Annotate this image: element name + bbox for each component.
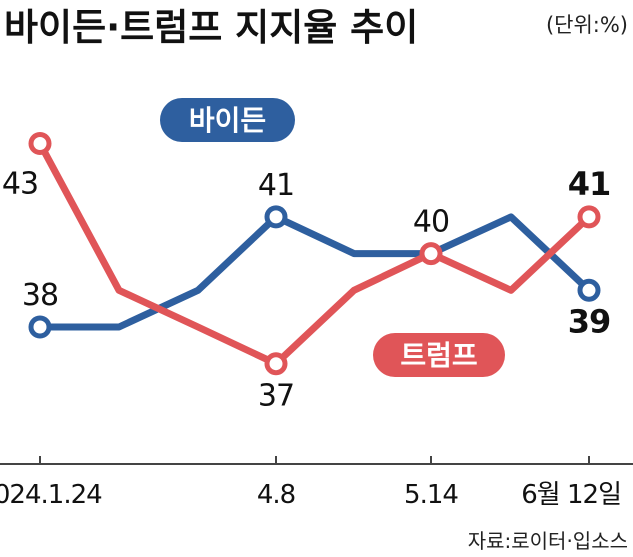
x-tick-label: 2024.1.24: [0, 480, 102, 510]
data-label-biden: 41: [258, 168, 294, 203]
series-line-biden: [40, 213, 592, 331]
data-point-trump: [419, 242, 443, 266]
data-label-trump: 40: [413, 205, 449, 240]
legend-pill-trump: [373, 333, 505, 377]
data-point-trump: [577, 205, 601, 229]
data-point-biden: [28, 315, 52, 339]
series-line-trump: [36, 141, 592, 368]
data-label-biden: 39: [568, 302, 611, 340]
chart-title: 바이든·트럼프 지지율 추이: [4, 6, 418, 49]
x-tick-label: 4.8: [257, 480, 295, 510]
data-point-trump: [264, 352, 288, 376]
data-label-biden: 38: [22, 278, 58, 313]
source-label: 자료:로이터·입소스: [468, 529, 628, 553]
data-label-trump: 37: [258, 379, 294, 414]
data-point-trump: [28, 132, 52, 155]
legend-label-trump: 트럼프: [400, 339, 477, 372]
data-label-trump: 43: [2, 167, 38, 202]
x-tick-label: 5.14: [404, 480, 458, 510]
legend-label-biden: 바이든: [189, 104, 266, 137]
x-tick-label: 6월 12일: [521, 480, 621, 510]
data-point-biden: [577, 278, 601, 302]
data-point-biden: [264, 205, 288, 229]
unit-label: (단위:%): [546, 13, 628, 37]
data-label-trump: 41: [568, 165, 611, 203]
legend-pill-biden: [160, 98, 295, 142]
